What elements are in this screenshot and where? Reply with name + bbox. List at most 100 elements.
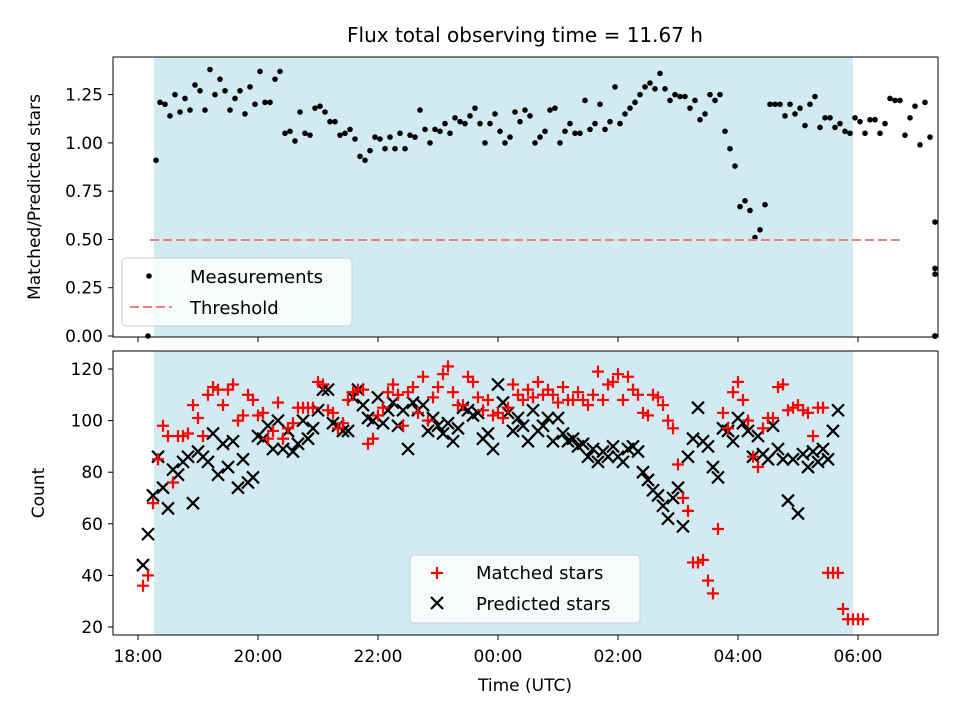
measurement-point [822, 114, 828, 121]
measurement-point [187, 107, 193, 113]
measurement-point [352, 136, 358, 142]
measurement-point [727, 145, 733, 152]
measurement-point [927, 134, 933, 140]
measurement-point [222, 87, 228, 94]
measurement-point [607, 118, 613, 125]
top-legend-box [121, 257, 353, 327]
matched-star-point [262, 432, 274, 445]
predicted-star-point [156, 480, 170, 495]
predicted-star-point [486, 442, 500, 456]
predicted-star-point [601, 449, 615, 464]
matched-star-point [642, 409, 654, 422]
measurement-point [542, 128, 548, 135]
measurement-point [322, 109, 328, 115]
measurement-point [287, 128, 293, 135]
matched-star-point [392, 388, 404, 401]
matched-star-point [387, 378, 399, 391]
predicted-star-point [506, 424, 520, 438]
matched-star-point [532, 375, 544, 388]
predicted-star-point [436, 426, 450, 441]
measurement-point [917, 142, 923, 148]
measurement-point [662, 86, 668, 92]
predicted-star-point [246, 470, 260, 485]
measurement-point [302, 130, 308, 137]
bottom-legend-box [409, 554, 641, 624]
predicted-star-point [651, 488, 665, 503]
matched-star-point [697, 553, 709, 566]
matched-star-point [432, 381, 444, 394]
predicted-star-point [491, 377, 505, 392]
measurement-point [487, 120, 493, 127]
predicted-star-point [631, 444, 645, 459]
measurement-point [862, 130, 868, 137]
matched-star-point [732, 375, 744, 388]
matched-star-point [707, 587, 719, 600]
measurement-point [247, 84, 253, 90]
legend-marker-matched [431, 567, 443, 579]
predicted-star-point [636, 465, 650, 479]
predicted-star-point [211, 468, 225, 482]
predicted-star-point [726, 434, 740, 449]
measurement-point [277, 68, 283, 75]
predicted-star-point [566, 431, 580, 446]
top-y-axis-label: Matched/Predicted stars [25, 94, 45, 300]
predicted-star-point [161, 501, 175, 516]
legend-marker-measurements [146, 273, 152, 279]
matched-star-point [767, 412, 779, 425]
measurement-point [652, 86, 658, 92]
measurement-point [267, 99, 273, 106]
bottom-series-layer [136, 360, 869, 626]
bottom-axes-frame [112, 350, 939, 636]
measurement-point [872, 116, 878, 123]
x-tick-label: 00:00 [474, 647, 523, 667]
measurement-point [422, 126, 428, 133]
measurement-point [462, 120, 468, 127]
top-y-tick-label: 0.50 [65, 230, 103, 250]
measurement-point [902, 132, 908, 138]
measurement-point [212, 91, 218, 98]
predicted-star-point [676, 519, 690, 534]
measurement-point [797, 105, 803, 111]
measurement-point [357, 153, 363, 160]
measurement-point [912, 103, 918, 110]
matched-star-point [412, 406, 424, 419]
bottom-legend: Matched stars Predicted stars [409, 554, 641, 624]
x-tick-label: 04:00 [714, 647, 763, 667]
measurement-point [272, 76, 278, 82]
measurement-point [282, 130, 288, 137]
measurement-point [532, 140, 538, 146]
predicted-star-point [201, 455, 215, 469]
matched-star-point [807, 430, 819, 443]
predicted-star-point [821, 452, 835, 467]
predicted-star-point [786, 452, 800, 467]
measurement-point [932, 333, 938, 339]
bottom-y-ticks: 20 40 60 80 100 120 [71, 360, 113, 638]
measurement-point [737, 203, 743, 210]
measurement-point [332, 118, 338, 125]
top-y-ticks: 0.00 0.25 0.50 0.75 1.00 1.25 [65, 86, 113, 347]
matched-star-point [372, 409, 384, 422]
matched-star-point [552, 396, 564, 409]
measurement-point [627, 105, 633, 111]
measurement-point [417, 107, 423, 113]
measurement-point [632, 99, 638, 106]
predicted-star-point [236, 452, 250, 467]
matched-star-point [662, 414, 674, 427]
matched-star-point [367, 432, 379, 445]
predicted-star-point [266, 442, 280, 456]
measurement-point [382, 145, 388, 152]
measurement-point [852, 114, 858, 121]
top-y-tick-label: 1.25 [65, 86, 103, 106]
matched-star-point [202, 388, 214, 401]
measurement-point [587, 126, 593, 133]
predicted-star-point [641, 473, 655, 487]
measurement-point [257, 68, 263, 75]
top-axes-frame [112, 56, 939, 338]
predicted-star-point [406, 395, 420, 410]
measurement-point [145, 333, 151, 339]
predicted-star-point [811, 455, 825, 469]
measurement-point [697, 116, 703, 123]
measurement-point [412, 134, 418, 140]
measurement-point [182, 95, 188, 102]
